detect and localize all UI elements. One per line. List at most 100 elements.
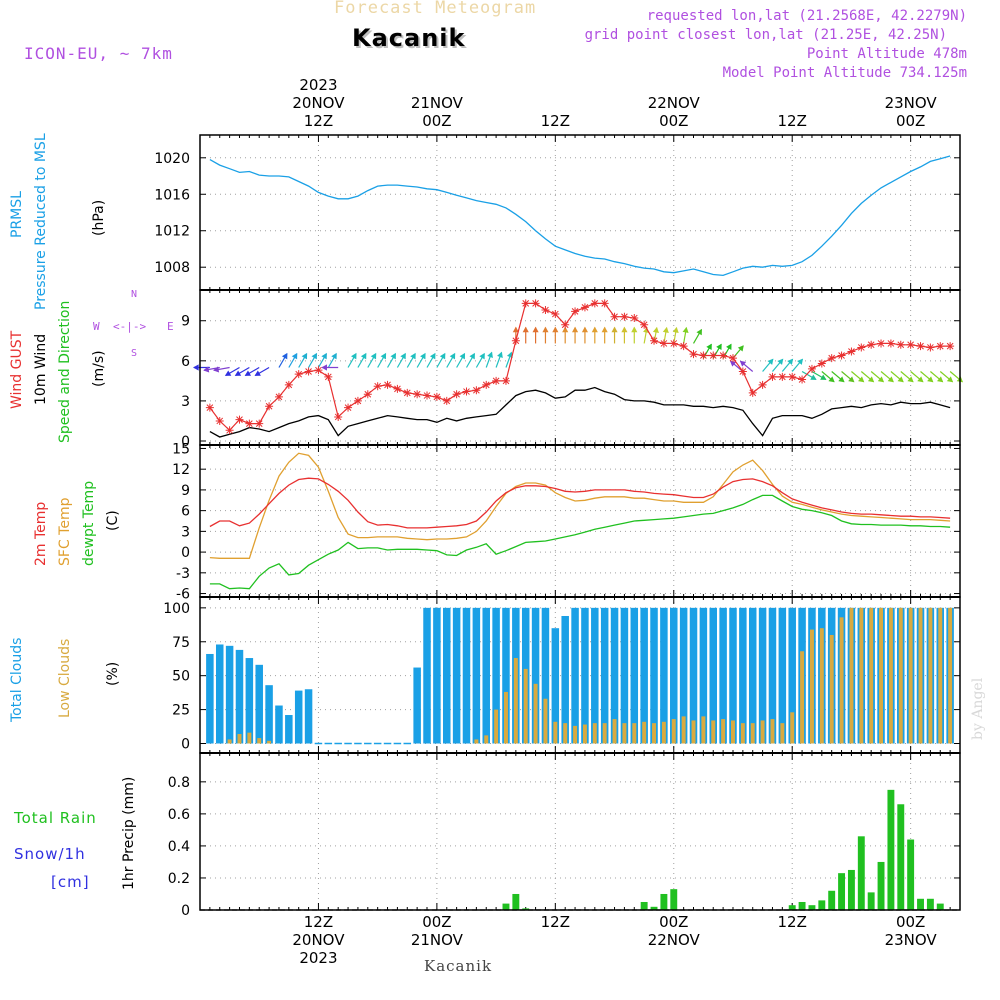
gust-marker bbox=[580, 303, 589, 312]
rain-bar bbox=[660, 893, 668, 910]
total-cloud-bar bbox=[610, 607, 619, 744]
low-cloud-bar bbox=[869, 607, 874, 744]
y-tick-label: 0 bbox=[181, 434, 190, 450]
wind-arrow-head bbox=[907, 376, 914, 383]
low-cloud-bar bbox=[582, 724, 587, 744]
wind-arrow-head bbox=[522, 326, 529, 333]
low-cloud-bar bbox=[928, 607, 933, 744]
total-cloud-bar bbox=[206, 653, 214, 744]
gust-marker bbox=[630, 314, 639, 323]
bottom-time-label: 21NOV bbox=[411, 931, 464, 949]
low-cloud-bar bbox=[879, 607, 884, 744]
temp2m-line bbox=[209, 477, 951, 529]
top-time-label: 21NOV bbox=[411, 94, 464, 112]
gust-marker bbox=[363, 390, 372, 399]
y-tick-label: 75 bbox=[172, 635, 190, 651]
product-title: Forecast Meteogram bbox=[334, 0, 537, 18]
low-cloud-bar bbox=[809, 629, 814, 744]
compass-e: E bbox=[167, 320, 174, 333]
wind-arrow-head bbox=[400, 352, 406, 360]
y-tick-label: 1012 bbox=[154, 224, 190, 240]
gust-marker bbox=[827, 354, 836, 363]
low-cloud-bar bbox=[553, 721, 558, 744]
compass-w: W bbox=[93, 320, 100, 333]
panel-frame bbox=[199, 596, 961, 754]
total-cloud-bar bbox=[462, 607, 471, 744]
compass-row: <-|-> bbox=[113, 320, 147, 333]
gust-marker bbox=[225, 426, 234, 435]
wind-arrow-head bbox=[532, 326, 539, 333]
wind-arrow-head bbox=[301, 352, 308, 360]
panel-0: 1008 1012 1016 1020 bbox=[154, 135, 960, 290]
wind10m-line bbox=[209, 386, 951, 438]
gust-marker bbox=[442, 396, 451, 405]
gust-marker bbox=[659, 339, 668, 348]
wind-arrow-head bbox=[390, 352, 396, 360]
total-cloud-bar bbox=[294, 690, 303, 744]
wind-arrow-head bbox=[611, 326, 618, 333]
gust-marker bbox=[245, 419, 254, 428]
gust-marker bbox=[946, 342, 955, 351]
wind-arrow-head bbox=[946, 376, 954, 383]
low-cloud-bar bbox=[760, 720, 765, 744]
wind-arrow-head bbox=[867, 376, 875, 383]
y-tick-label: 1020 bbox=[154, 151, 190, 167]
low-cloud-bar bbox=[918, 607, 923, 744]
y-tick-label: 0.6 bbox=[168, 807, 190, 823]
wind-arrow-head bbox=[820, 374, 827, 380]
gust-marker bbox=[413, 390, 422, 399]
wind-arrow-head bbox=[571, 326, 579, 333]
wind-arrow-head bbox=[380, 352, 387, 360]
gust-marker bbox=[926, 343, 935, 352]
wind-arrow-head bbox=[281, 352, 288, 360]
top-time-label: 20NOV bbox=[292, 94, 345, 112]
gust-marker bbox=[501, 376, 510, 385]
low-cloud-bar bbox=[504, 691, 508, 744]
panel-1: 0 3 6 9 bbox=[181, 290, 960, 450]
wind-arrow-head bbox=[350, 352, 357, 360]
low-cloud-bar bbox=[701, 716, 706, 744]
low-cloud-bar bbox=[494, 709, 499, 744]
total-cloud-bar bbox=[768, 607, 777, 744]
total-cloud-bar bbox=[304, 689, 313, 744]
wind-arrow-head bbox=[621, 326, 628, 333]
model-altitude: Model Point Altitude 734.125m bbox=[722, 65, 967, 81]
rain-bar bbox=[818, 900, 826, 910]
wind-arrow-head bbox=[542, 326, 549, 333]
gust-marker bbox=[728, 354, 737, 363]
wind-arrow-head bbox=[562, 326, 569, 333]
gust-marker bbox=[600, 299, 609, 308]
bottom-time-label: 12Z bbox=[541, 913, 570, 931]
wind-arrow-head bbox=[321, 364, 327, 371]
y-tick-label: 9 bbox=[181, 314, 190, 330]
panel-frame bbox=[199, 444, 961, 598]
low-cloud-bar bbox=[888, 607, 893, 744]
total-cloud-bar bbox=[482, 607, 490, 744]
y-tick-label: 9 bbox=[181, 483, 190, 499]
rain-bar bbox=[640, 901, 648, 910]
top-time-label: 22NOV bbox=[648, 94, 701, 112]
y-tick-label: 0.2 bbox=[168, 871, 190, 887]
y-tick-label: 1016 bbox=[154, 187, 190, 203]
wind-arrow-head bbox=[716, 343, 722, 350]
footer-location: Kacanik bbox=[424, 957, 493, 975]
total-cloud-bar bbox=[581, 607, 589, 744]
low-cloud-bar bbox=[671, 719, 676, 744]
rain-bar bbox=[512, 893, 520, 910]
gust-marker bbox=[304, 367, 313, 376]
total-cloud-bar bbox=[265, 685, 273, 744]
wind-arrow-head bbox=[581, 326, 589, 333]
gust-marker bbox=[294, 370, 303, 379]
dewpt-line bbox=[209, 494, 951, 590]
low-cloud-bar bbox=[543, 698, 548, 744]
total-cloud-bar bbox=[235, 649, 244, 744]
gust-marker bbox=[699, 351, 708, 360]
y-tick-label: 100 bbox=[163, 601, 190, 617]
rain-bar bbox=[907, 839, 915, 910]
total-cloud-bar bbox=[285, 715, 293, 744]
wind-arrow-head bbox=[429, 352, 436, 360]
gust-marker bbox=[215, 416, 224, 425]
wind-arrow-head bbox=[787, 358, 794, 365]
wind-arrow-head bbox=[370, 352, 377, 360]
y-tick-label: -6 bbox=[176, 587, 190, 603]
